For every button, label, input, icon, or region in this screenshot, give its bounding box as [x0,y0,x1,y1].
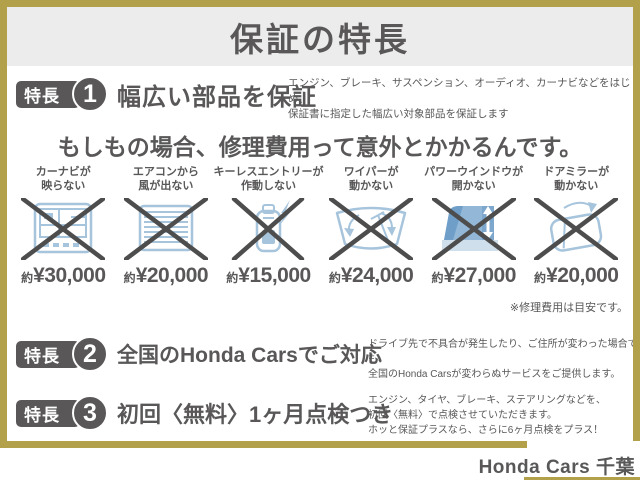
repair-item-window: パワーウインドウが 開かない 約¥27,000 [422,166,525,288]
keyless-entry-icon [232,196,305,262]
repair-item-label: ワイパーが 動かない [343,166,399,192]
bottom-gold-edge [524,477,640,480]
price-amount: ¥24,000 [340,264,414,287]
feature-badge-number: 1 [72,76,108,112]
feature-row-1: 特長 1 幅広い部品を保証 エンジン、ブレーキ、サスペンション、オーディオ、カー… [16,74,631,120]
repair-item-aircon: エアコンから 風が出ない 約¥20,000 [115,166,218,288]
price-amount: ¥27,000 [443,264,516,287]
wiper-icon [328,196,414,262]
feature-badge-number: 2 [72,336,108,372]
door-mirror-icon [534,196,619,262]
price-prefix: 約 [226,271,239,285]
repair-item-price: 約¥30,000 [21,264,106,288]
repair-item-price: 約¥15,000 [226,264,311,288]
repair-item-price: 約¥27,000 [431,264,516,288]
dealer-logo: Honda Cars 千葉 [478,457,635,478]
feature-2-badge: 特長 2 [16,336,108,372]
price-amount: ¥30,000 [33,264,106,287]
repair-item-label: パワーウインドウが 開かない [424,166,524,192]
repair-item-label: ドアミラーが 動かない [543,166,610,192]
price-prefix: 約 [123,271,136,285]
air-conditioner-icon [123,196,209,262]
feature-2-description: ドライブ先で不具合が発生したり、ご住所が変わった場合でも、 全国のHonda C… [368,339,638,380]
feature-3-badge: 特長 3 [16,395,108,431]
feature-badge-label: 特長 [16,341,80,368]
feature-row-2: 特長 2 全国のHonda Carsでご対応 ドライブ先で不具合が発生したり、ご… [16,334,638,380]
repair-item-price: 約¥20,000 [123,264,209,288]
price-prefix: 約 [431,271,444,285]
price-amount: ¥20,000 [135,264,209,287]
feature-1-badge: 特長 1 [16,76,108,112]
repair-item-price: 約¥20,000 [534,264,619,288]
repair-section-heading: もしもの場合、修理費用って意外とかかるんです。 [57,134,583,160]
repair-item-label: カーナビが 映らない [35,166,91,192]
repair-cost-note: ※修理費用は目安です。 [509,302,628,314]
repair-item-navi: カーナビが 映らない 約¥30,000 [12,166,115,288]
feature-row-3: 特長 3 初回〈無料〉1ヶ月点検つき エンジン、タイヤ、ブレーキ、ステアリングな… [16,393,628,436]
price-prefix: 約 [534,271,547,285]
price-amount: ¥15,000 [238,264,311,287]
price-prefix: 約 [328,271,341,285]
repair-items-row: カーナビが 映らない 約¥30,000 エアコン [12,166,628,288]
feature-badge-number: 3 [72,395,108,431]
feature-badge-label: 特長 [16,400,80,427]
feature-2-heading: 全国のHonda Carsでご対応 [117,344,382,367]
page-title: 保証の特長 [230,20,410,58]
power-window-icon [431,196,516,262]
feature-1-heading: 幅広い部品を保証 [117,83,317,111]
repair-item-wiper: ワイパーが 動かない 約¥24,000 [320,166,423,288]
repair-item-price: 約¥24,000 [328,264,414,288]
page-header: 保証の特長 [7,7,633,66]
car-navi-icon [21,196,106,262]
feature-3-heading: 初回〈無料〉1ヶ月点検つき [117,402,394,427]
price-prefix: 約 [21,271,34,285]
feature-3-description: エンジン、タイヤ、ブレーキ、ステアリングなどを、 初回〈無料〉で点検させていただ… [368,395,606,436]
repair-item-label: キーレスエントリーが 作動しない [213,166,324,192]
repair-item-keyless: キーレスエントリーが 作動しない 約¥15,000 [213,166,323,288]
feature-badge-label: 特長 [16,81,80,108]
feature-1-description: エンジン、ブレーキ、サスペンション、オーディオ、カーナビなどをはじめ、 保証書に… [288,77,631,120]
repair-item-label: エアコンから 風が出ない [132,166,199,192]
price-amount: ¥20,000 [546,264,619,287]
repair-item-mirror: ドアミラーが 動かない 約¥20,000 [525,166,628,288]
